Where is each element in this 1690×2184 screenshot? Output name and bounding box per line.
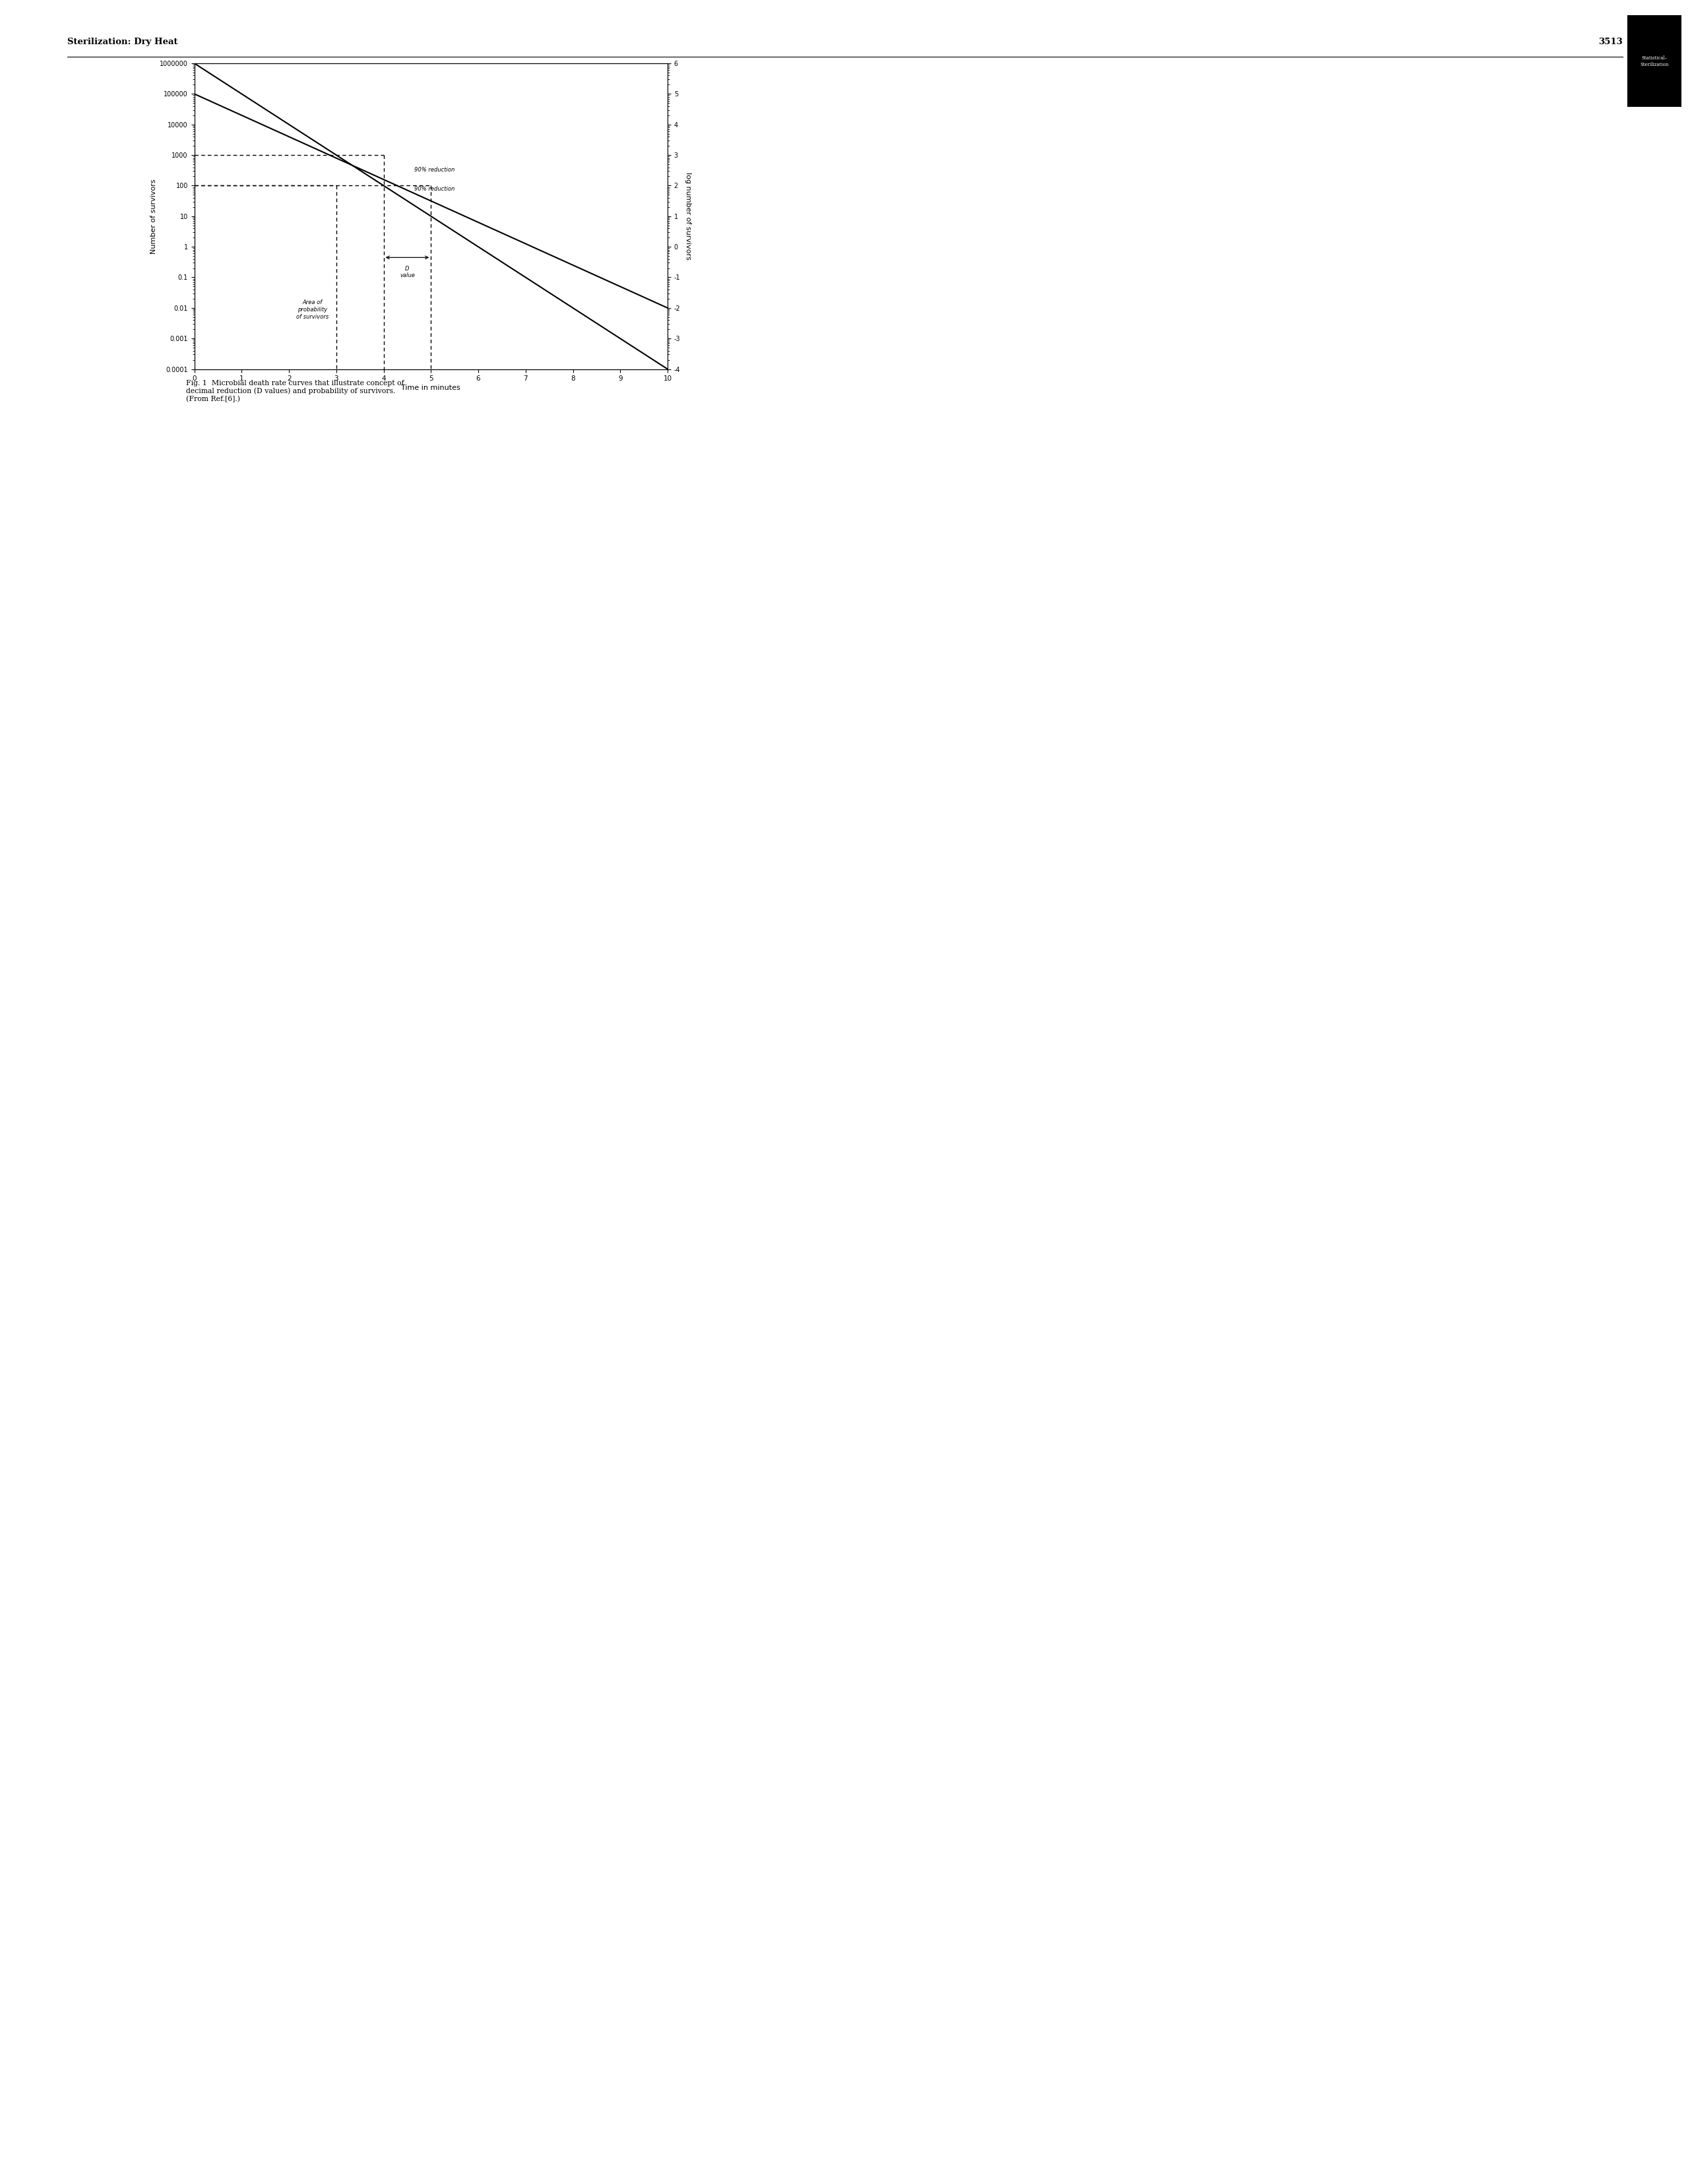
Text: Sterilization: Dry Heat: Sterilization: Dry Heat xyxy=(68,37,177,46)
Y-axis label: Number of survivors: Number of survivors xyxy=(150,179,157,253)
Text: Statistical–
Sterilization: Statistical– Sterilization xyxy=(1641,55,1668,68)
X-axis label: Time in minutes: Time in minutes xyxy=(401,384,461,391)
Text: D
value: D value xyxy=(401,266,414,280)
Text: 3513: 3513 xyxy=(1599,37,1622,46)
Text: Area of
probability
of survivors: Area of probability of survivors xyxy=(296,299,330,319)
Text: 90% reduction: 90% reduction xyxy=(414,186,455,192)
Text: Fig. 1  Microbial death rate curves that illustrate concept of
decimal reduction: Fig. 1 Microbial death rate curves that … xyxy=(186,380,404,402)
Text: 90% reduction: 90% reduction xyxy=(414,166,455,173)
Y-axis label: log number of survivors: log number of survivors xyxy=(684,173,691,260)
